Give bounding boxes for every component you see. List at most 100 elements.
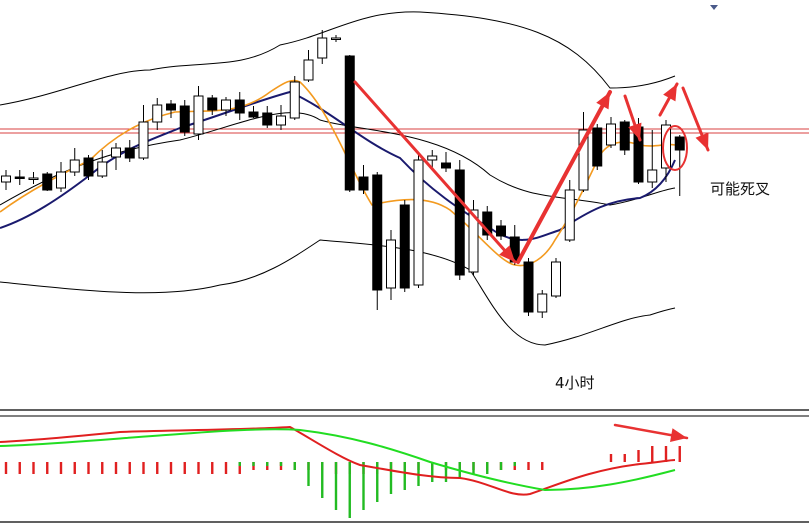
candle-body — [207, 97, 218, 111]
macd-green-bar — [513, 462, 516, 466]
candle-body — [468, 209, 479, 273]
candle-body — [289, 81, 300, 119]
candle-body — [551, 261, 561, 297]
candle-body — [83, 157, 94, 177]
macd-red-bar — [527, 462, 530, 470]
macd-red-bar — [678, 446, 681, 462]
macd-green-line — [0, 428, 676, 492]
candle-body — [537, 293, 548, 313]
candle-body — [317, 37, 328, 59]
macd-red-bar — [128, 462, 131, 474]
candle-body — [454, 169, 465, 276]
bollinger-middle — [0, 112, 676, 206]
candle-body — [1, 175, 11, 183]
macd-green-bar — [362, 462, 365, 510]
macd-red-bar — [18, 462, 21, 474]
candle-body — [234, 99, 245, 114]
arrow-up-trend-head — [596, 92, 610, 110]
macd-red-bar — [169, 462, 173, 474]
candle-body — [427, 155, 438, 161]
candle-body — [97, 161, 108, 177]
candle-body — [523, 261, 534, 313]
macd-green-bar — [348, 462, 351, 518]
scroll-marker — [710, 5, 718, 10]
macd-red-bar — [224, 462, 228, 474]
macd-red-bar — [637, 450, 640, 462]
macd-green-bar — [334, 462, 338, 510]
macd-red-bar — [541, 462, 544, 470]
candle-body — [221, 99, 231, 111]
candle-body — [344, 55, 355, 191]
macd-green-bar — [293, 462, 296, 470]
candle-body — [262, 112, 273, 126]
macd-green-bar — [486, 462, 489, 474]
macd-red-bar — [623, 454, 626, 462]
candle-body — [578, 129, 589, 191]
candle-body — [358, 176, 369, 191]
candle-body — [564, 189, 575, 241]
macd-red-bar — [142, 462, 145, 474]
candle-body — [56, 171, 66, 189]
candle-body — [124, 147, 135, 159]
macd-green-bar — [444, 462, 448, 482]
macd-green-bar — [252, 462, 255, 466]
macd-green-bar — [431, 462, 434, 482]
macd-red-line — [0, 425, 676, 496]
candle-body — [248, 111, 259, 118]
macd-green-bar — [472, 462, 475, 474]
candle-body — [372, 174, 383, 291]
candle-body — [69, 159, 80, 173]
candle-body — [42, 173, 53, 191]
arrow-up-trend — [516, 90, 612, 264]
macd-red-bar — [32, 462, 35, 474]
macd-green-bar — [403, 462, 406, 490]
annotation-label: 可能死叉 — [710, 180, 771, 198]
arrow-small-down-head — [628, 122, 642, 140]
candle-body — [661, 124, 671, 169]
arrow-small-up-head — [663, 84, 677, 102]
candle-body — [647, 169, 658, 183]
candle-body — [619, 121, 630, 151]
arrow-macd-head — [670, 428, 687, 443]
candle-body — [413, 159, 424, 286]
arrow-down-trend — [353, 80, 517, 264]
circle-marker — [662, 125, 688, 171]
macd-red-bar — [651, 446, 654, 462]
candle-body — [179, 105, 190, 133]
candle-body — [592, 127, 603, 167]
macd-red-bar — [114, 462, 118, 474]
arrow-down-right-head — [695, 132, 709, 150]
macd-red-bar — [609, 454, 613, 462]
macd-green-bar — [307, 462, 310, 486]
macd-red-bar — [46, 462, 49, 474]
macd-green-bar — [266, 462, 269, 466]
candle-body — [28, 177, 39, 180]
macd-green-bar — [321, 462, 324, 498]
candle-body — [606, 123, 616, 146]
candle-body — [399, 204, 410, 289]
timeframe-label: 4小时 — [555, 374, 595, 392]
macd-red-bar — [156, 462, 159, 474]
macd-red-bar — [238, 462, 241, 474]
macd-red-bar — [183, 462, 186, 474]
candle-body — [14, 176, 25, 179]
macd-red-bar — [664, 446, 668, 462]
macd-green-bar — [499, 462, 503, 470]
candle-body — [331, 37, 341, 40]
candle-body — [303, 59, 314, 81]
arrow-down-trend-head — [499, 245, 515, 262]
ma-slow-line — [0, 90, 676, 241]
candle-body — [674, 136, 685, 151]
candle-body — [276, 115, 286, 126]
bollinger-upper — [0, 11, 676, 106]
macd-green-bar — [279, 462, 283, 466]
candle-body — [441, 162, 451, 169]
macd-red-bar — [4, 462, 8, 474]
macd-green-bar — [389, 462, 393, 494]
macd-red-bar — [87, 462, 90, 474]
macd-red-bar — [59, 462, 63, 474]
candle-body — [166, 103, 176, 111]
candle-body — [386, 239, 396, 289]
